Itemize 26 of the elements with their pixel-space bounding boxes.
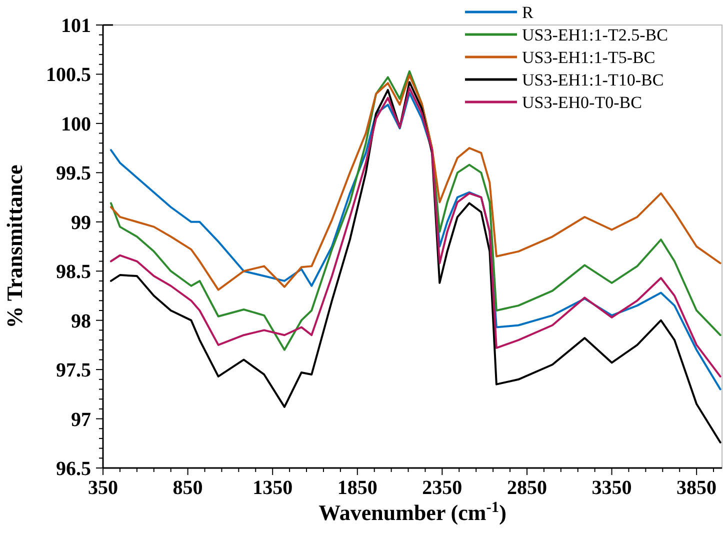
x-tick-label: 2850	[506, 477, 547, 499]
x-tick-label: 850	[172, 477, 203, 499]
x-axis-title: Wavenumber (cm$^{-1}$)	[318, 498, 506, 525]
y-axis-title: % Transmittance	[2, 164, 27, 328]
x-tick-label: 3350	[592, 477, 632, 499]
line-series	[110, 74, 722, 291]
y-tick-label: 96.5	[56, 458, 91, 480]
x-tick-label: 1850	[337, 477, 378, 499]
y-tick-label: 100.5	[46, 64, 91, 86]
y-tick-label: 100	[61, 113, 91, 136]
y-tick-label: 98.5	[56, 261, 91, 284]
y-tick-label: 97	[71, 408, 91, 431]
legend-label: R	[522, 2, 534, 22]
legend-label: US3-EH1:1-T5-BC	[522, 48, 656, 67]
y-tick-label: 97.5	[56, 360, 91, 382]
y-tick-label: 98	[71, 310, 91, 332]
x-tick-label: 2350	[422, 477, 462, 499]
y-tick-label: 99.5	[56, 162, 91, 185]
x-tick-label: 350	[88, 477, 118, 499]
legend-label: US3-EH0-T0-BC	[522, 92, 642, 112]
x-tick-label: 1350	[252, 477, 293, 499]
legend-label: US3-EH1:1-T10-BC	[522, 70, 664, 90]
y-tick-label: 99	[71, 212, 91, 234]
x-tick-label: 3850	[676, 477, 717, 499]
y-tick-label: 101	[61, 15, 91, 37]
legend-label: US3-EH1:1-T2.5-BC	[522, 25, 668, 44]
